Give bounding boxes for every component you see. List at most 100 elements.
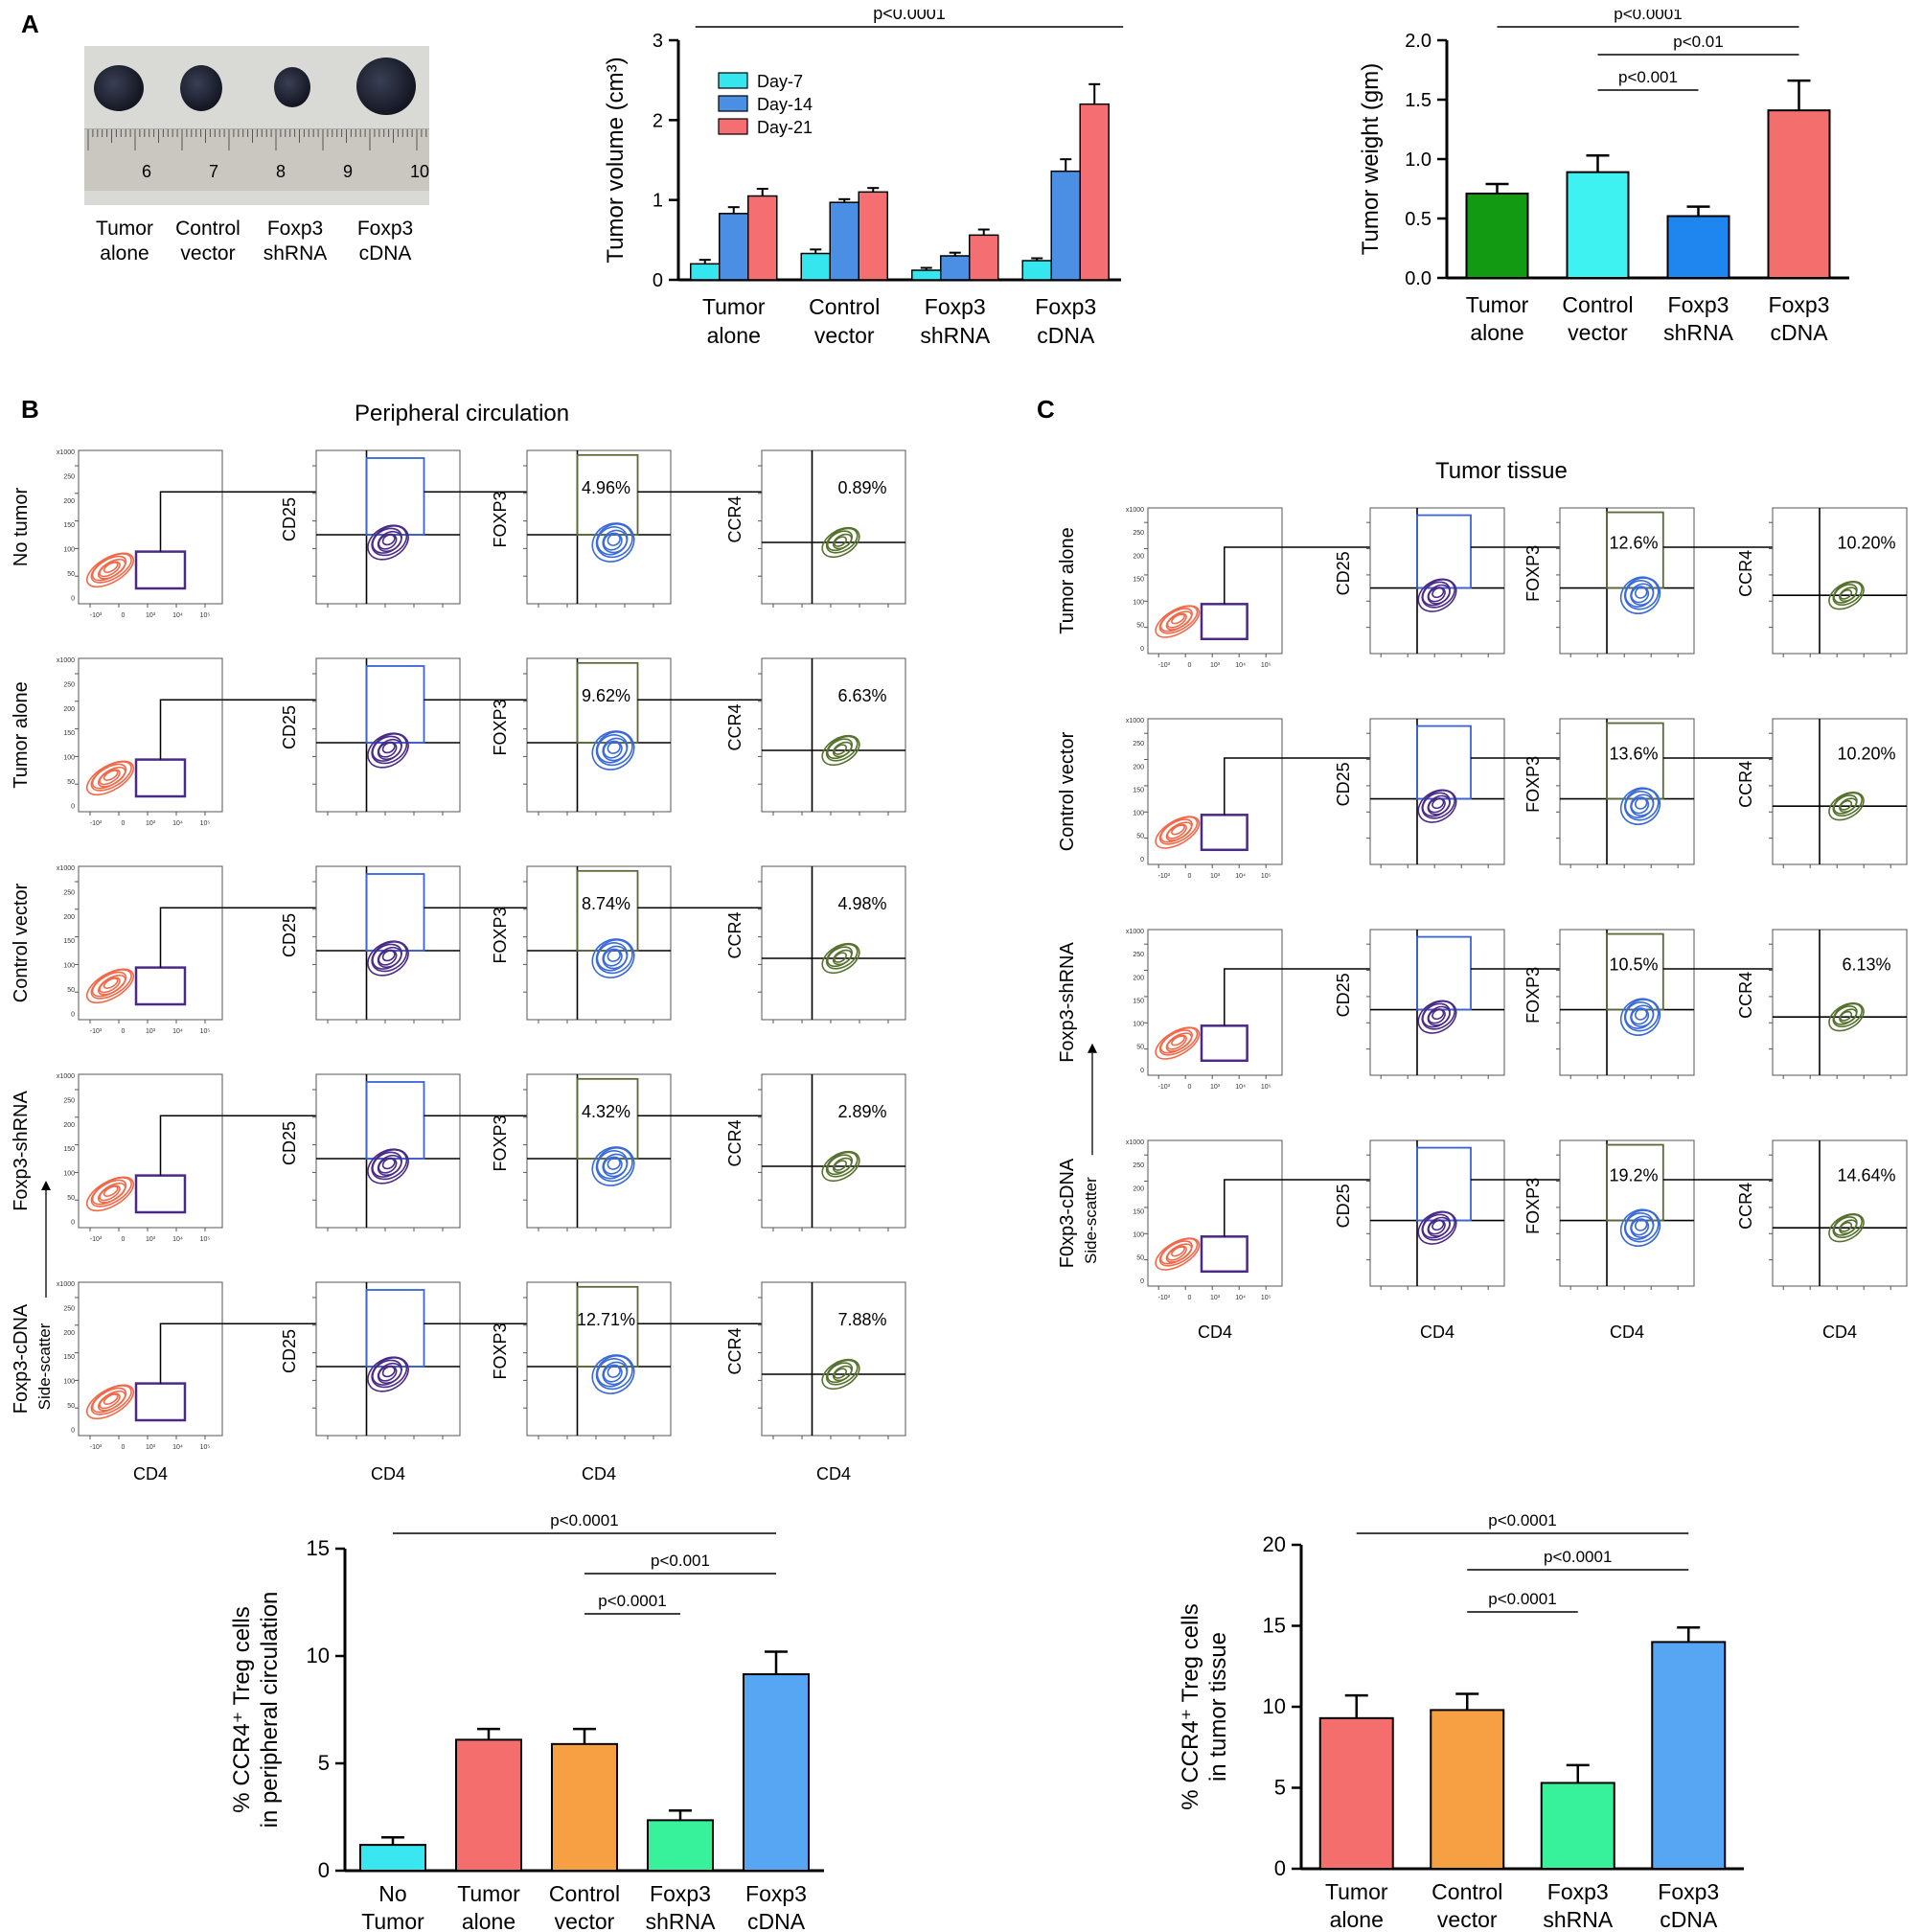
- contour-foxp3: [1623, 999, 1660, 1032]
- flow-y-label: FOXP3: [491, 699, 510, 755]
- y-axis-label-line: Tumor weight (gm): [1358, 63, 1384, 255]
- contour-foxp3: [607, 1365, 621, 1378]
- flow-x-tick-label: 10³: [146, 820, 156, 827]
- foxp3-percentage: 13.6%: [1609, 745, 1658, 764]
- contour-foxp3: [603, 532, 623, 551]
- foxp3-percentage: 10.5%: [1609, 955, 1658, 975]
- flow-x-tick-label: -10³: [1158, 873, 1171, 880]
- flow-x-tick-label: 0: [1187, 1084, 1191, 1091]
- legend-swatch: [718, 118, 748, 135]
- flow-y-tick-label: x1000: [57, 1073, 75, 1080]
- contour-ccr4: [1832, 581, 1863, 607]
- gate-arrow: [1224, 1179, 1403, 1237]
- ccr4-percentage: 7.88%: [837, 1310, 886, 1329]
- contour-cd25: [377, 530, 402, 553]
- flow-y-label: CD25: [280, 705, 299, 749]
- contour-lymphocytes: [99, 1184, 121, 1202]
- flow-y-tick-label: 200: [1133, 764, 1144, 770]
- flow-y-tick-label: x1000: [1126, 929, 1144, 935]
- cd25-gate: [365, 457, 425, 536]
- bar: [359, 1844, 426, 1872]
- contour-ccr4: [834, 952, 847, 963]
- x-tick-label: Foxp3 shRNA: [1663, 292, 1734, 345]
- contour-ccr4: [1839, 799, 1853, 811]
- gate-arrow: [159, 907, 352, 968]
- flow-y-tick-label: x1000: [57, 449, 75, 456]
- contour-foxp3: [1630, 1218, 1650, 1236]
- contour-lymphocytes: [99, 561, 121, 578]
- contour-cd25: [1427, 1005, 1451, 1026]
- flow-y-tick-label: 0: [1140, 1278, 1144, 1285]
- x-tick-label-line: Foxp3: [1769, 292, 1830, 317]
- bar: [551, 1742, 618, 1872]
- flow-y-label: FOXP3: [491, 907, 510, 963]
- contour-cd25: [371, 941, 408, 973]
- x-tick-label: No Tumor: [361, 1881, 424, 1932]
- x-tick-label: Control vector: [549, 1881, 620, 1932]
- x-tick-label: Foxp3 cDNA: [1769, 292, 1830, 345]
- flow-y-tick-label: 0: [1140, 646, 1144, 653]
- x-tick-label-line: Foxp3: [925, 294, 986, 319]
- x-tick-label-line: Tumor: [457, 1881, 520, 1906]
- flow-plot-frame: [761, 1073, 906, 1229]
- flow-y-tick-label: 200: [63, 1122, 75, 1129]
- contour-cd25: [378, 1365, 398, 1382]
- contour-lymphocytes: [97, 558, 126, 580]
- y-tick-label: 1: [653, 191, 663, 212]
- contour-cd25: [378, 741, 398, 758]
- contour-cd25: [371, 1357, 408, 1389]
- flow-x-tick-label: 10⁴: [1235, 1295, 1246, 1301]
- flow-x-tick-label: -10³: [1158, 662, 1171, 669]
- bar-day-14: [940, 255, 971, 281]
- bar: [1540, 1782, 1615, 1870]
- contour-lymphocytes: [90, 553, 132, 584]
- flow-x-tick-label: 10⁵: [1261, 1084, 1271, 1091]
- flow-y-tick-label: x1000: [1126, 1139, 1144, 1146]
- contour-ccr4: [1839, 1010, 1853, 1022]
- contour-cd25: [1432, 1008, 1445, 1021]
- flow-plot-frame: [526, 1281, 672, 1437]
- flow-x-tick-label: 10³: [146, 612, 156, 619]
- flow-plot-frame: [1772, 718, 1908, 865]
- x-tick-label-line: cDNA: [747, 1909, 806, 1932]
- bar-day-7: [800, 252, 831, 281]
- flow-plot-frame: [1559, 718, 1695, 865]
- bar: [1566, 171, 1630, 279]
- gate-arrow: [159, 491, 352, 552]
- contour-ccr4: [832, 533, 853, 550]
- flow-y-tick-label: 150: [63, 938, 75, 945]
- flow-y-tick-label: 150: [1133, 576, 1144, 583]
- contour-cd25: [1417, 578, 1457, 612]
- contour-ccr4: [821, 526, 860, 559]
- contour-ccr4: [1839, 588, 1853, 600]
- tumor-image-2: [180, 65, 222, 111]
- contour-foxp3: [1623, 1209, 1660, 1243]
- flow-y-tick-label: 150: [63, 522, 75, 529]
- contour-ccr4: [825, 1151, 859, 1178]
- x-tick-label-line: Foxp3: [1668, 292, 1729, 317]
- contour-foxp3: [603, 1364, 623, 1383]
- contour-foxp3: [595, 939, 633, 975]
- flow-x-label: CD4: [1198, 1322, 1232, 1342]
- flow-y-tick-label: 100: [63, 547, 75, 554]
- flow-x-label: CD4: [133, 1464, 168, 1484]
- ccr4-percentage: 10.20%: [1837, 745, 1895, 764]
- y-tick-label: 0.5: [1405, 209, 1432, 230]
- flow-x-tick-label: 10⁵: [200, 1444, 211, 1451]
- foxp3-percentage: 12.6%: [1609, 534, 1658, 553]
- flow-y-label: CCR4: [725, 495, 744, 542]
- contour-foxp3: [607, 1157, 621, 1170]
- contour-foxp3: [596, 1150, 629, 1180]
- contour-foxp3: [603, 1156, 623, 1175]
- flow-y-label: CD25: [280, 1121, 299, 1165]
- contour-ccr4: [1828, 792, 1865, 821]
- x-tick-label-line: shRNA: [1543, 1907, 1614, 1932]
- contour-foxp3: [1630, 1215, 1655, 1238]
- side-scatter-label: Side-scatter: [35, 1322, 54, 1410]
- flow-y-tick-label: 100: [1133, 1022, 1144, 1028]
- contour-foxp3: [595, 523, 633, 559]
- y-tick-label: 1.0: [1405, 150, 1432, 171]
- flow-y-label: FOXP3: [491, 1115, 510, 1171]
- flow-grid-tumor: Tumor alone -10³ 0 10³ 10⁴ 10⁵ x1000 250 200 150 1…: [1057, 507, 1908, 1342]
- tumor-volume-chart: 0 1 2 3 Tumor volume (cm³) Tumor alone Control v…: [603, 10, 1124, 348]
